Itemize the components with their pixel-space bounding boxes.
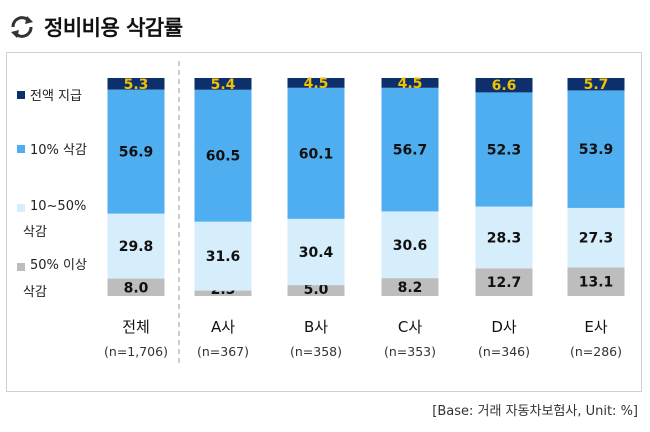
legend-label: 10~50%	[30, 199, 86, 214]
bar-segment	[381, 87, 439, 212]
bar-segment	[194, 221, 252, 291]
data-label: 4.5	[398, 76, 423, 92]
legend-swatch	[17, 204, 25, 212]
bar-segment	[475, 78, 533, 93]
data-label: 5.4	[211, 77, 236, 93]
data-label: 52.3	[487, 142, 522, 158]
data-label: 60.1	[299, 146, 334, 162]
data-label: 5.7	[584, 77, 609, 93]
bar-segment	[107, 78, 165, 90]
category-label: B사	[304, 318, 328, 336]
data-label: 31.6	[206, 249, 241, 265]
data-label: 30.4	[299, 245, 334, 261]
legend-swatch	[17, 145, 25, 153]
bar-segment	[194, 78, 252, 90]
bar-segment	[287, 218, 345, 286]
chart-frame: 전액 지급 10% 삭감 10~50% 삭감 50% 이상 삭감 8.0 29.8 56.9 5.…	[6, 52, 642, 392]
legend-label: 삭감	[23, 285, 47, 300]
bar-segment	[287, 285, 345, 296]
bar-segment	[381, 78, 439, 88]
data-label: 27.3	[579, 231, 614, 247]
legend-label: 전액 지급	[30, 89, 82, 104]
data-label: 60.5	[206, 149, 241, 165]
bar-segment	[107, 89, 165, 214]
sample-size-label: (n=358)	[290, 344, 342, 359]
data-label: 28.3	[487, 230, 522, 246]
data-label: 5.0	[304, 282, 329, 298]
sample-size-label: (n=346)	[478, 344, 530, 359]
bar-segment	[381, 278, 439, 296]
category-label: D사	[491, 318, 517, 336]
data-label: 53.9	[579, 142, 614, 158]
category-label: E사	[584, 318, 607, 336]
category-label: 전체	[122, 318, 150, 336]
data-label: 13.1	[579, 275, 614, 291]
sample-size-label: (n=286)	[570, 344, 622, 359]
legend-label: 10% 삭감	[30, 143, 87, 158]
data-label: 30.6	[393, 238, 428, 254]
bar-segment	[287, 87, 345, 219]
data-label: 4.5	[304, 76, 329, 92]
legend-swatch	[17, 263, 25, 271]
data-label: 29.8	[119, 239, 154, 255]
bar-segment	[567, 267, 625, 296]
category-label: A사	[211, 318, 235, 336]
sample-size-label: (n=1,706)	[104, 344, 168, 359]
data-label: 12.7	[487, 275, 522, 291]
bar-segment	[287, 78, 345, 88]
bar-segment	[567, 78, 625, 91]
bar-segment	[381, 211, 439, 279]
bar-segment	[567, 207, 625, 268]
bar-segment	[194, 290, 252, 296]
bar-segment	[475, 206, 533, 269]
sample-size-label: (n=367)	[197, 344, 249, 359]
bar-segment	[475, 92, 533, 207]
bar-segment	[107, 278, 165, 296]
page-title: 정비비용 삭감률	[44, 16, 183, 40]
data-label: 8.0	[124, 280, 149, 296]
source-note: [Base: 거래 자동차보험사, Unit: %]	[432, 404, 638, 419]
bar-segment	[475, 268, 533, 296]
sample-size-label: (n=353)	[384, 344, 436, 359]
bar-segment	[107, 213, 165, 279]
legend-swatch	[17, 91, 25, 99]
bar-segment	[567, 90, 625, 208]
data-label: 6.6	[492, 78, 517, 94]
data-label: 5.3	[124, 77, 149, 93]
data-label: 8.2	[398, 280, 423, 296]
legend-label: 삭감	[23, 225, 47, 240]
category-label: C사	[398, 318, 422, 336]
refresh-cycle-icon	[11, 16, 33, 38]
data-label: 56.9	[119, 145, 154, 161]
bar-segment	[194, 89, 252, 222]
legend-label: 50% 이상	[30, 258, 87, 273]
data-label: 56.7	[393, 143, 428, 159]
title-row: 정비비용 삭감률	[8, 10, 183, 44]
